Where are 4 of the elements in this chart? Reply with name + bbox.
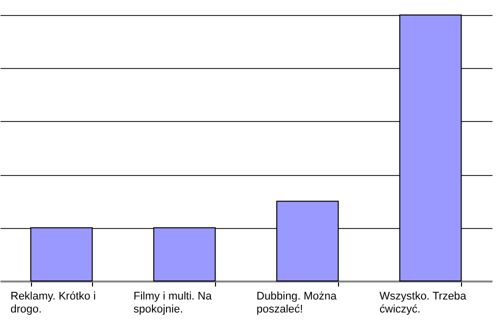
x-tick-label: Wszystko. Trzeba ćwiczyć.	[380, 290, 468, 316]
x-tick-label: Filmy i multi. Na spokojnie.	[134, 290, 213, 316]
x-tick-label: Dubbing. Można poszaleć!	[256, 290, 338, 316]
x-tick-label: Reklamy. Krótko i drogo.	[10, 290, 96, 316]
